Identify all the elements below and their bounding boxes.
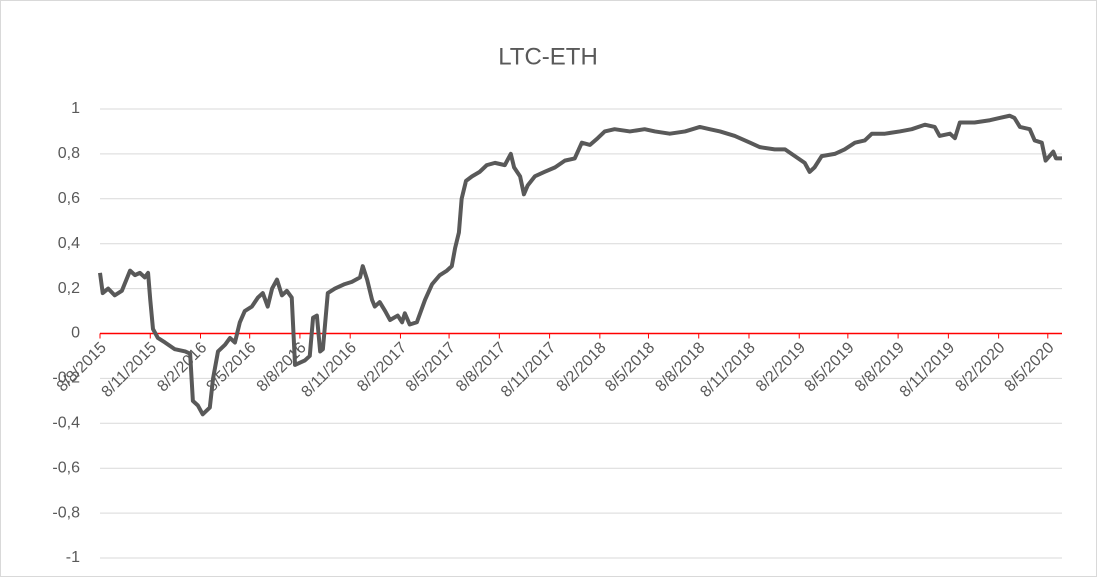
y-tick-label: 0,4 [58, 235, 80, 252]
y-tick-label: -0,8 [52, 504, 80, 521]
data-line [98, 113, 1062, 417]
y-tick-label: 0 [71, 325, 80, 342]
chart-title: LTC-ETH [498, 43, 598, 70]
y-tick-label: 0,8 [58, 145, 80, 162]
y-tick-label: -1 [66, 549, 80, 566]
y-tick-label: -0,6 [52, 459, 80, 476]
y-tick-label: 0,2 [58, 280, 80, 297]
y-tick-label: -0,4 [52, 415, 80, 432]
y-tick-label: 0,6 [58, 190, 80, 207]
y-tick-label: -0,2 [52, 370, 80, 387]
y-tick-label: 1 [71, 100, 80, 117]
